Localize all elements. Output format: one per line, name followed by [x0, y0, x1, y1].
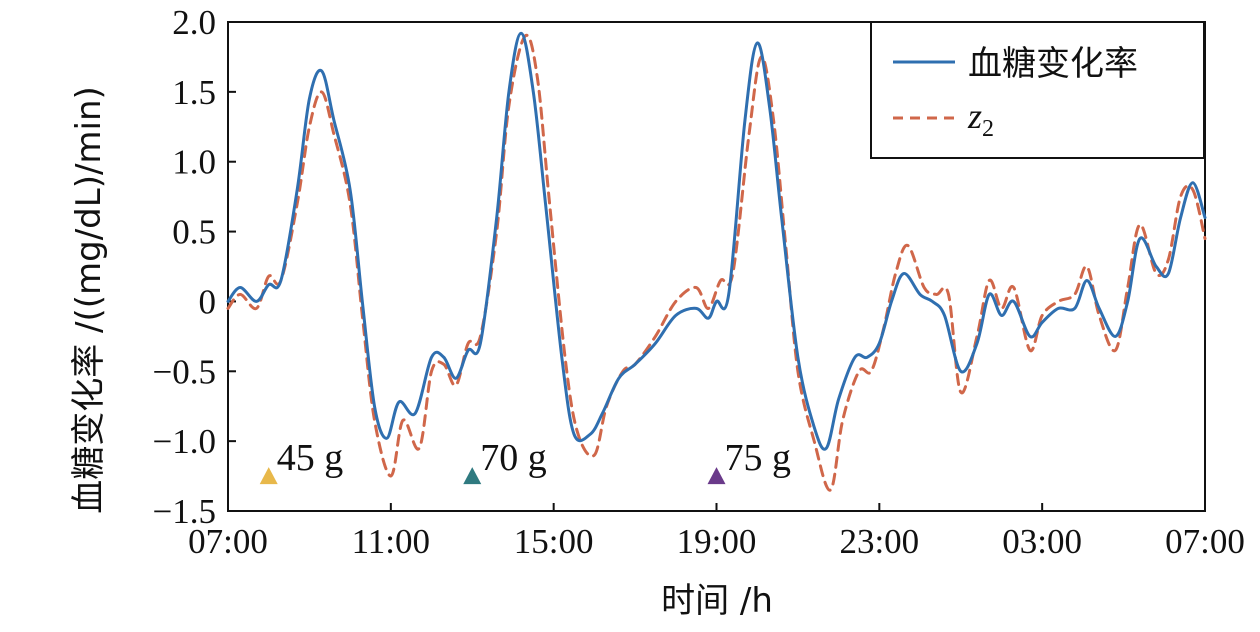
y-axis-title: 血糖变化率 /((mg/dL)/min): [69, 86, 109, 514]
meal-annotations: 45 g 70 g 75 g: [259, 437, 792, 485]
legend: 血糖变化率 z2: [870, 21, 1205, 159]
x-tick-label: 07:00: [188, 522, 268, 561]
x-tick-label: 07:00: [1165, 522, 1245, 561]
meal-label: 75 g: [725, 437, 792, 479]
x-axis: 07:00 11:00 15:00 19:00 23:00 03:00 07:00: [188, 503, 1245, 561]
x-tick-label: 11:00: [352, 522, 430, 561]
x-tick-label: 19:00: [677, 522, 757, 561]
y-tick-label: 1.0: [172, 143, 216, 182]
x-tick-label: 15:00: [514, 522, 594, 561]
series-layer: [226, 31, 1207, 492]
meal-label: 45 g: [277, 437, 344, 479]
meal-label: 70 g: [480, 437, 547, 479]
y-tick-label: −1.0: [153, 422, 217, 461]
meal-marker-triangle: [259, 467, 278, 485]
y-tick-label: −1.5: [153, 492, 217, 531]
legend-label-z: z: [967, 96, 982, 136]
legend-label-z2: z2: [967, 96, 994, 142]
y-tick-label: −0.5: [153, 352, 217, 391]
x-tick-label: 03:00: [1002, 522, 1082, 561]
legend-label-blood-glucose-rate: 血糖变化率: [968, 44, 1138, 84]
legend-box: [870, 21, 1205, 159]
x-tick-label: 23:00: [839, 522, 919, 561]
y-tick-label: 0.5: [172, 213, 216, 252]
meal-marker-triangle: [707, 467, 726, 485]
y-axis: 2.0 1.5 1.0 0.5 0 −0.5 −1.0 −1.5: [153, 3, 236, 531]
meal-marker-triangle: [463, 467, 482, 485]
y-tick-label: 2.0: [172, 3, 216, 42]
y-tick-label: 1.5: [172, 73, 216, 112]
x-axis-title: 时间 /h: [661, 581, 773, 621]
legend-label-z-subscript: 2: [982, 116, 994, 142]
series-line-blood-glucose-rate: [226, 31, 1207, 451]
y-tick-label: 0: [199, 282, 217, 321]
